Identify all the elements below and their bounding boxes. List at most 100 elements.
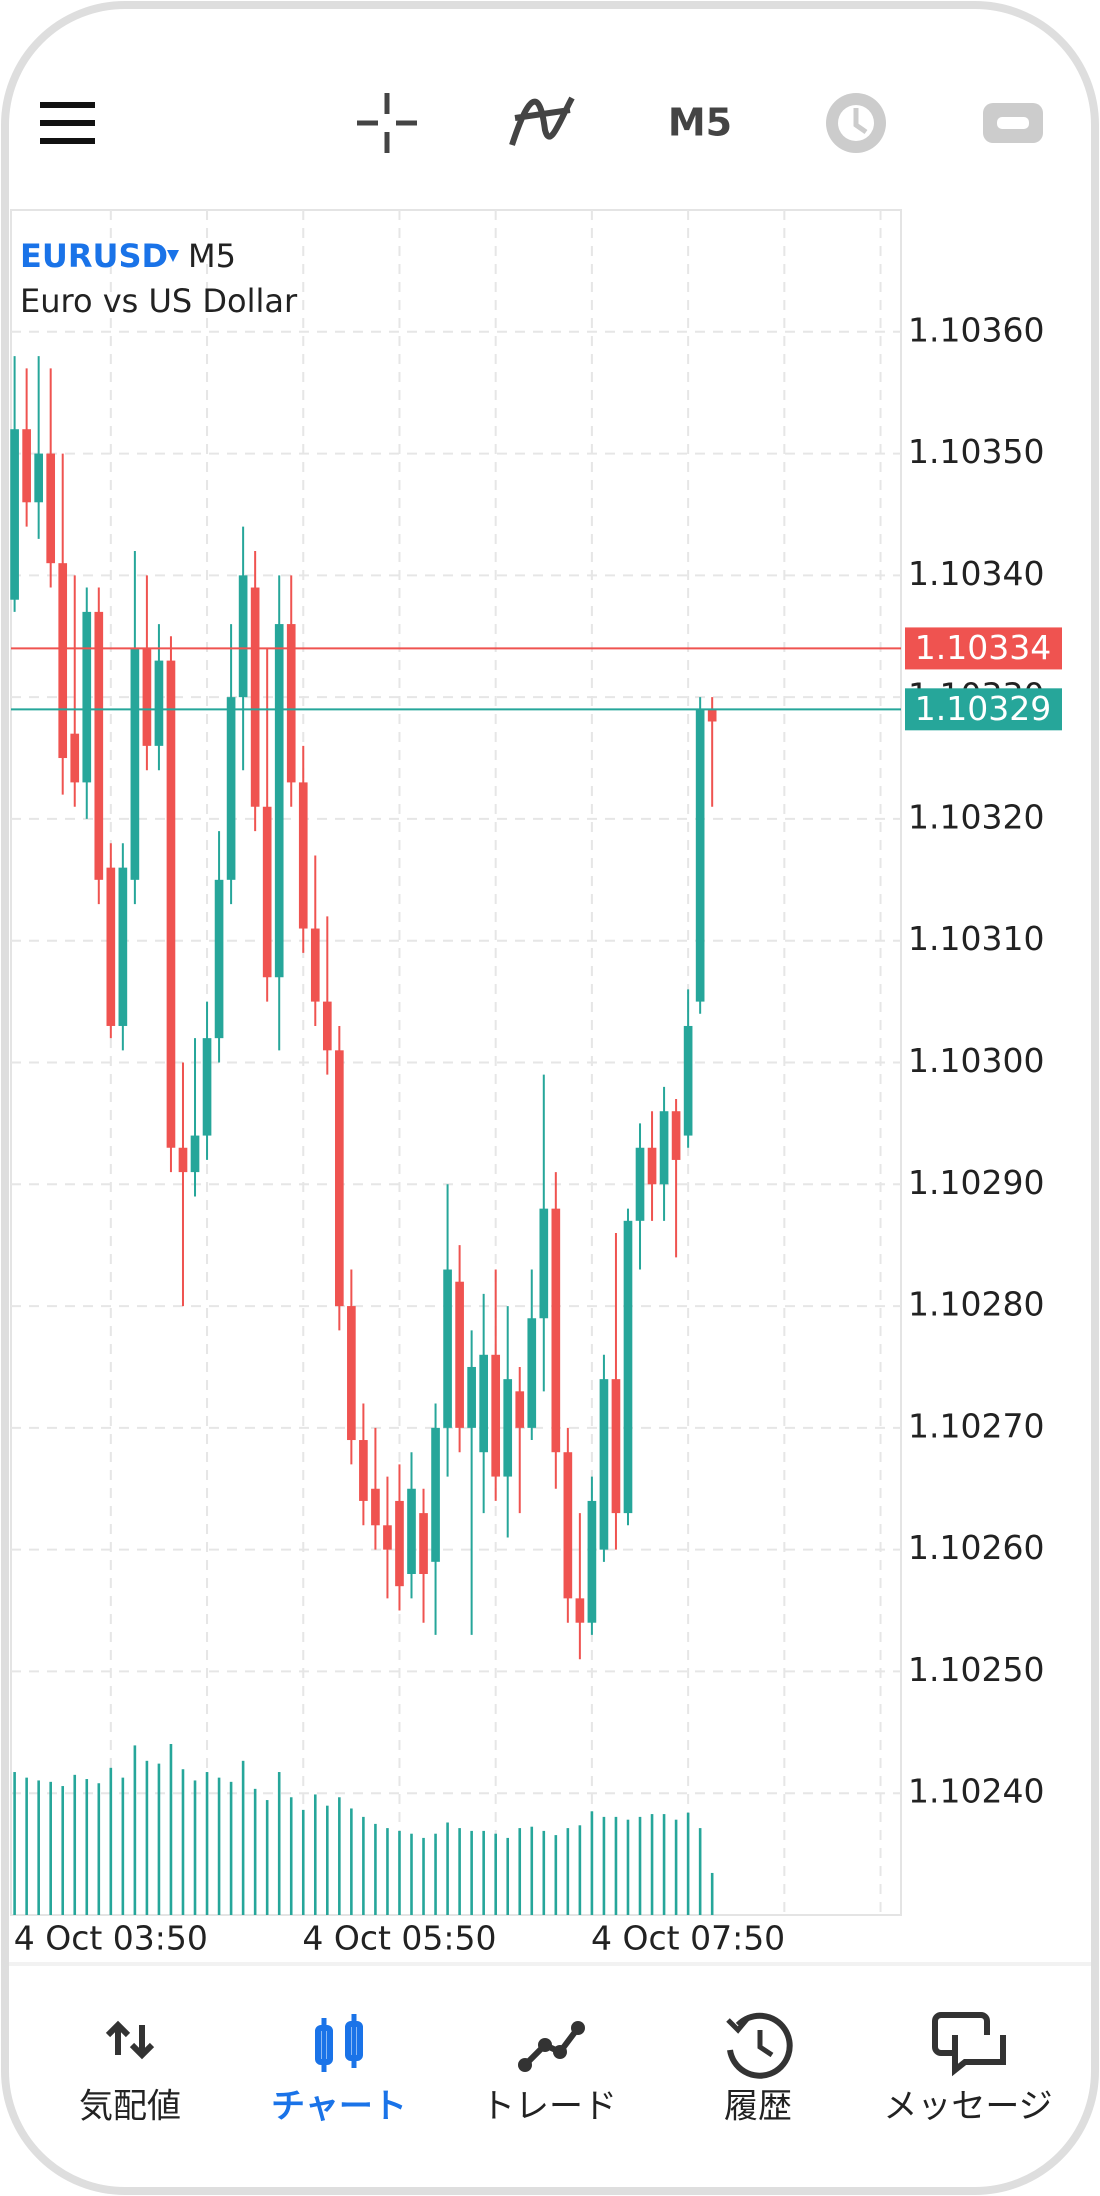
clock-button[interactable] xyxy=(826,93,886,153)
candle-body xyxy=(515,1391,525,1428)
candle-body xyxy=(238,575,248,698)
nav-label[interactable]: 気配値 xyxy=(79,2087,181,2127)
candle-body xyxy=(587,1500,597,1623)
candle-body xyxy=(298,782,308,929)
volume-bar xyxy=(410,1833,413,1915)
volume-bar xyxy=(566,1828,570,1915)
chart-timeframe: M5 xyxy=(188,237,236,275)
volume-bar xyxy=(229,1781,233,1915)
candle-body xyxy=(467,1366,476,1428)
candle-body xyxy=(46,453,56,564)
timeframe-button[interactable]: M5 xyxy=(668,101,732,145)
volume-bar xyxy=(710,1872,714,1915)
quotes-tab[interactable]: 気配値 xyxy=(79,2020,181,2127)
candle-body xyxy=(395,1500,404,1587)
volume-bar xyxy=(61,1786,65,1915)
messages-tab[interactable]: メッセージ xyxy=(883,2012,1053,2127)
volume-bar xyxy=(265,1800,269,1915)
x-tick-label: 4 Oct 05:50 xyxy=(302,1919,496,1958)
nav-label[interactable]: メッセージ xyxy=(883,2087,1052,2127)
candle-body xyxy=(286,624,296,783)
candle-body xyxy=(371,1488,380,1526)
volume-bar xyxy=(85,1779,89,1915)
candle-body xyxy=(10,429,19,600)
volume-bar xyxy=(277,1772,281,1915)
nav-label[interactable]: トレード xyxy=(481,2087,617,2127)
candle-body xyxy=(82,611,92,783)
chart-tab[interactable]: チャート xyxy=(271,2014,407,2127)
candle-body xyxy=(359,1440,368,1501)
y-tick-label: 1.10310 xyxy=(908,919,1044,958)
y-tick-label: 1.10340 xyxy=(908,554,1044,593)
candle-body xyxy=(383,1525,392,1550)
candle-body xyxy=(118,867,128,1026)
candle-body xyxy=(262,806,272,978)
volume-bar xyxy=(313,1794,317,1915)
volume-bar xyxy=(25,1777,28,1915)
y-tick-label: 1.10270 xyxy=(908,1406,1044,1445)
link-button[interactable] xyxy=(983,103,1043,143)
bid-label: 1.10329 xyxy=(915,689,1051,728)
y-tick-label: 1.10290 xyxy=(908,1163,1044,1202)
candle-body xyxy=(70,733,80,783)
candle-body xyxy=(178,1147,188,1173)
volume-bar xyxy=(49,1781,52,1915)
candle-body xyxy=(310,928,320,1002)
candle-body xyxy=(154,660,164,746)
volume-bar xyxy=(326,1805,329,1915)
candle-body xyxy=(635,1147,645,1221)
volume-bar xyxy=(133,1745,137,1915)
volume-bar xyxy=(530,1826,534,1915)
candle-body xyxy=(599,1379,609,1550)
y-tick-label: 1.10280 xyxy=(908,1285,1044,1324)
volume-bar xyxy=(650,1814,654,1915)
nav-label[interactable]: チャート xyxy=(271,2087,407,2127)
volume-bar xyxy=(674,1819,678,1915)
candle-body xyxy=(683,1025,693,1136)
candle-body xyxy=(407,1488,416,1574)
candle-body xyxy=(455,1281,464,1428)
candle-body xyxy=(322,1001,332,1051)
volume-bar xyxy=(169,1744,173,1915)
volume-bar xyxy=(73,1774,77,1915)
volume-bar xyxy=(157,1763,161,1915)
volume-bar xyxy=(614,1816,618,1915)
nav-label[interactable]: 履歴 xyxy=(724,2087,792,2127)
candle-body xyxy=(335,1050,344,1307)
volume-bar xyxy=(217,1777,221,1915)
trade-tab[interactable]: トレード xyxy=(481,2021,617,2127)
history-tab[interactable]: 履歴 xyxy=(724,2012,793,2127)
volume-bar xyxy=(470,1830,473,1915)
candle-body xyxy=(431,1427,440,1562)
candle-body xyxy=(347,1306,356,1441)
indicators-button[interactable] xyxy=(509,96,575,146)
candle-body xyxy=(22,429,31,503)
volume-bar xyxy=(37,1780,40,1915)
symbol-dropdown[interactable] xyxy=(167,250,179,262)
candle-body xyxy=(142,648,152,746)
candle-body xyxy=(94,611,104,880)
plot xyxy=(10,210,901,1915)
volume-bar xyxy=(602,1816,606,1915)
candle-body xyxy=(623,1220,633,1514)
volume-bar xyxy=(97,1783,101,1915)
menu-button[interactable] xyxy=(40,102,95,144)
volume-bar xyxy=(289,1797,293,1915)
candle-body xyxy=(130,648,140,880)
y-tick-label: 1.10320 xyxy=(908,797,1044,836)
candle-body xyxy=(58,563,68,759)
crosshair-button[interactable] xyxy=(357,93,417,153)
symbol[interactable]: EURUSD xyxy=(20,237,168,275)
volume-bar xyxy=(662,1814,666,1915)
volume-bar xyxy=(638,1816,642,1915)
volume-bar xyxy=(686,1812,690,1915)
volume-bar xyxy=(494,1833,497,1915)
ask-label-box xyxy=(905,627,1062,670)
volume-bar xyxy=(145,1760,149,1915)
candle-body xyxy=(202,1038,212,1136)
volume-bar xyxy=(350,1808,353,1915)
volume-bar xyxy=(698,1828,702,1915)
y-tick-label: 1.10360 xyxy=(908,310,1044,349)
y-tick-label: 1.10240 xyxy=(908,1772,1044,1811)
